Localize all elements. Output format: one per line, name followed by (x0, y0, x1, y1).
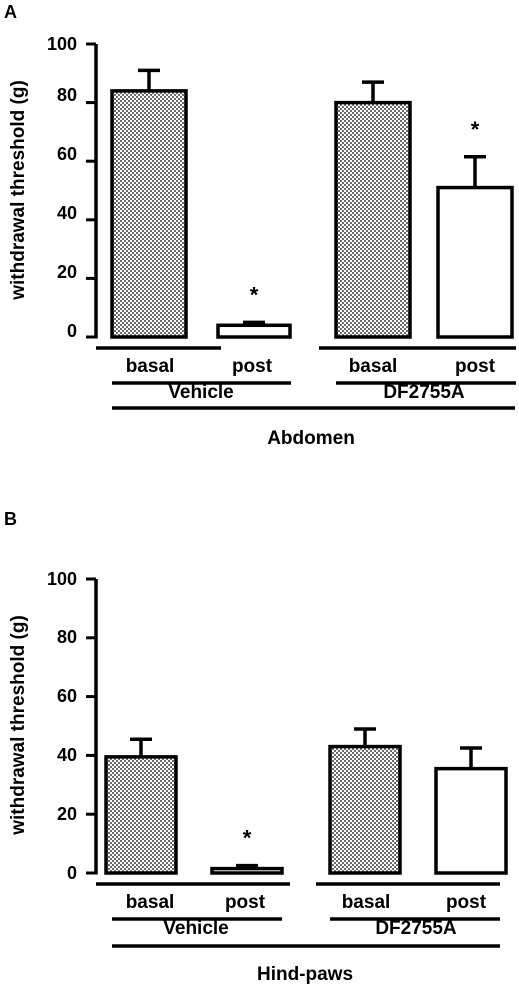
panel-a-ytick-label: 60 (57, 144, 77, 164)
bar-post (436, 185, 514, 339)
panel-b-marks: * (86, 577, 508, 921)
panel-a-marks: ** (86, 42, 516, 385)
panel-b-label: B (4, 509, 17, 529)
panel-a-xlabel-basal: basal (126, 356, 175, 377)
panel-b-ylabel: withdrawal threshold (g) (8, 615, 29, 836)
panel-a-label: A (4, 2, 17, 22)
panel-b-group-df2755a: DF2755A (375, 918, 457, 939)
panel-b-xlabel-basal: basal (126, 892, 175, 913)
panel-a-ytick-label: 80 (57, 85, 77, 105)
panel-b-xlabels: basal post basal post (126, 892, 487, 913)
panel-b-ytick-labels: 0 20 40 60 80 100 (47, 569, 77, 883)
panel-b-xlabel-post: post (225, 892, 266, 913)
panel-a-xlabel-basal: basal (349, 356, 398, 377)
panel-a-ylabel: withdrawal threshold (g) (8, 80, 29, 301)
bar-post (210, 866, 284, 875)
panel-a-ytick-label: 40 (57, 203, 77, 223)
significance-marker: * (250, 282, 259, 307)
panel-a-group-df2755a: DF2755A (383, 382, 465, 403)
bar-basal (328, 744, 402, 875)
panel-b-ytick-label: 0 (67, 863, 77, 883)
panel-b-ytick-label: 100 (47, 569, 77, 589)
panel-a: A withdrawal threshold (g) 0 20 40 60 80… (4, 2, 516, 449)
bar-post (434, 766, 508, 875)
panel-a-ytick-labels: 0 20 40 60 80 100 (47, 34, 77, 341)
panel-a-ytick-label: 0 (67, 321, 77, 341)
bar-basal (110, 89, 188, 339)
panel-b-group-vehicle: Vehicle (163, 918, 229, 939)
panel-b-section-label: Hind-paws (257, 964, 353, 985)
panel-b-ytick-label: 80 (57, 627, 77, 647)
panel-b-ytick-label: 60 (57, 686, 77, 706)
bar-basal (104, 755, 178, 875)
panel-b-ytick-label: 20 (57, 804, 77, 824)
panel-a-section-label: Abdomen (267, 428, 355, 449)
panel-b-xlabel-post: post (446, 892, 487, 913)
panel-a-xlabels: basal post basal post (126, 356, 496, 377)
panel-a-group-vehicle: Vehicle (168, 382, 234, 403)
bar-post (216, 323, 292, 339)
significance-marker: * (471, 117, 480, 142)
panel-a-xlabel-post: post (232, 356, 273, 377)
panel-a-xlabel-post: post (455, 356, 496, 377)
panel-a-ytick-label: 20 (57, 262, 77, 282)
significance-marker: * (243, 826, 252, 851)
panel-b-ytick-label: 40 (57, 745, 77, 765)
panel-a-ytick-label: 100 (47, 34, 77, 54)
bar-basal (334, 100, 412, 339)
panel-b-xlabel-basal: basal (342, 892, 391, 913)
panel-b: B withdrawal threshold (g) 0 20 40 60 80… (4, 509, 508, 985)
